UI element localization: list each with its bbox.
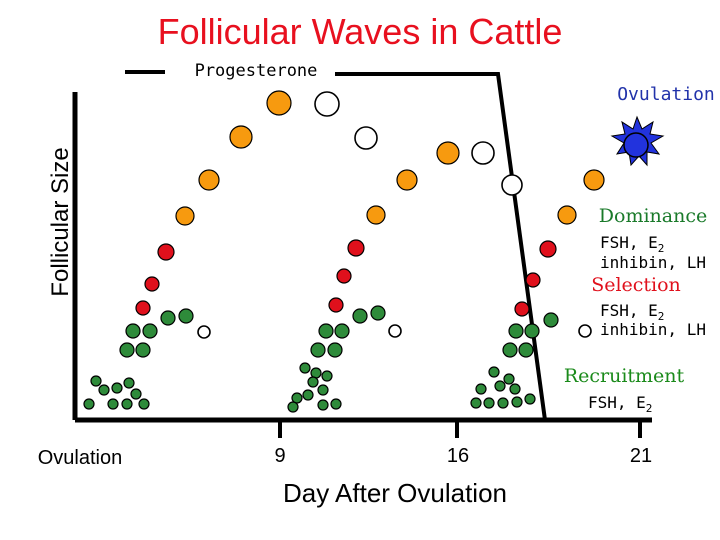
- recruited-follicle: [518, 342, 534, 358]
- selection-hormones-line2: inhibin, LH: [600, 320, 706, 339]
- dominant-follicle: [583, 169, 605, 191]
- dominant-follicle: [175, 206, 195, 226]
- recruited-follicle: [317, 399, 329, 411]
- recruited-follicle: [299, 362, 311, 374]
- atretic-follicle: [388, 324, 402, 338]
- dominant-follicle: [366, 205, 386, 225]
- x-tick-label-21: 21: [630, 445, 652, 467]
- recruited-follicle: [310, 342, 326, 358]
- dominance-hormones-line1: FSH, E2: [600, 233, 664, 255]
- recruited-follicle: [488, 366, 500, 378]
- progesterone-label: Progesterone: [195, 61, 318, 81]
- recruited-follicle: [138, 398, 150, 410]
- recruited-follicle: [98, 384, 110, 396]
- selected-follicle: [328, 297, 344, 313]
- dominant-follicle: [266, 90, 292, 116]
- selected-follicle: [135, 300, 151, 316]
- selected-follicle: [514, 301, 530, 317]
- selected-follicle: [539, 240, 557, 258]
- recruited-follicle: [330, 398, 342, 410]
- atretic-follicle: [578, 324, 592, 338]
- recruited-follicle: [142, 323, 158, 339]
- dominance-hormones-line2: inhibin, LH: [600, 253, 706, 272]
- dominant-follicle: [436, 141, 460, 165]
- ovulation-label: Ovulation: [617, 84, 715, 105]
- ovulatory-follicle: [623, 132, 649, 158]
- recruited-follicle: [307, 376, 319, 388]
- recruitment-hormones-line1: FSH, E2: [588, 393, 652, 415]
- dominant-follicle: [229, 125, 253, 149]
- atretic-follicle: [471, 141, 495, 165]
- x-tick-label-16: 16: [447, 445, 469, 467]
- x-tick-label-ovulation: Ovulation: [38, 447, 123, 469]
- recruited-follicle: [502, 342, 518, 358]
- recruited-follicle: [494, 380, 506, 392]
- recruited-follicle: [123, 377, 135, 389]
- dominant-follicle: [198, 169, 220, 191]
- dominant-follicle: [396, 169, 418, 191]
- atretic-follicle: [314, 91, 340, 117]
- recruited-follicle: [125, 323, 141, 339]
- recruited-follicle: [508, 323, 524, 339]
- recruitment-label: Recruitment: [564, 365, 685, 387]
- atretic-follicle: [501, 174, 523, 196]
- follicles-group: [83, 90, 605, 413]
- recruited-follicle: [509, 383, 521, 395]
- recruited-follicle: [370, 305, 386, 321]
- dominance-label: Dominance: [599, 205, 707, 227]
- recruited-follicle: [178, 308, 194, 324]
- progesterone-curve-main: [335, 72, 547, 421]
- selected-follicle: [525, 272, 541, 288]
- recruited-follicle: [111, 382, 123, 394]
- recruited-follicle: [287, 401, 299, 413]
- recruited-follicle: [135, 342, 151, 358]
- recruited-follicle: [483, 397, 495, 409]
- atretic-follicle: [354, 126, 378, 150]
- x-axis-label: Day After Ovulation: [283, 478, 507, 508]
- recruited-follicle: [497, 397, 509, 409]
- recruited-follicle: [291, 392, 303, 404]
- selected-follicle: [157, 243, 175, 261]
- recruited-follicle: [121, 398, 133, 410]
- selected-follicle: [336, 268, 352, 284]
- recruited-follicle: [503, 373, 515, 385]
- recruited-follicle: [334, 323, 350, 339]
- recruited-follicle: [83, 398, 95, 410]
- recruited-follicle: [524, 323, 540, 339]
- selection-label: Selection: [591, 274, 681, 296]
- y-axis-label: Follicular Size: [47, 147, 74, 296]
- recruited-follicle: [327, 342, 343, 358]
- recruited-follicle: [475, 383, 487, 395]
- x-tick-label-9: 9: [274, 445, 285, 467]
- recruited-follicle: [160, 310, 176, 326]
- dominant-follicle: [557, 205, 577, 225]
- selected-follicle: [347, 239, 365, 257]
- recruited-follicle: [524, 393, 536, 405]
- selection-hormones-line1: FSH, E2: [600, 301, 664, 323]
- recruited-follicle: [130, 388, 142, 400]
- recruited-follicle: [321, 370, 333, 382]
- recruited-follicle: [543, 312, 559, 328]
- recruited-follicle: [352, 308, 368, 324]
- recruited-follicle: [318, 323, 334, 339]
- recruited-follicle: [119, 342, 135, 358]
- recruited-follicle: [470, 397, 482, 409]
- selected-follicle: [144, 276, 160, 292]
- diagram-title: Follicular Waves in Cattle: [158, 11, 563, 52]
- atretic-follicle: [197, 325, 211, 339]
- recruited-follicle: [107, 398, 119, 410]
- recruited-follicle: [511, 396, 523, 408]
- recruited-follicle: [302, 389, 314, 401]
- recruited-follicle: [317, 384, 329, 396]
- recruited-follicle: [90, 375, 102, 387]
